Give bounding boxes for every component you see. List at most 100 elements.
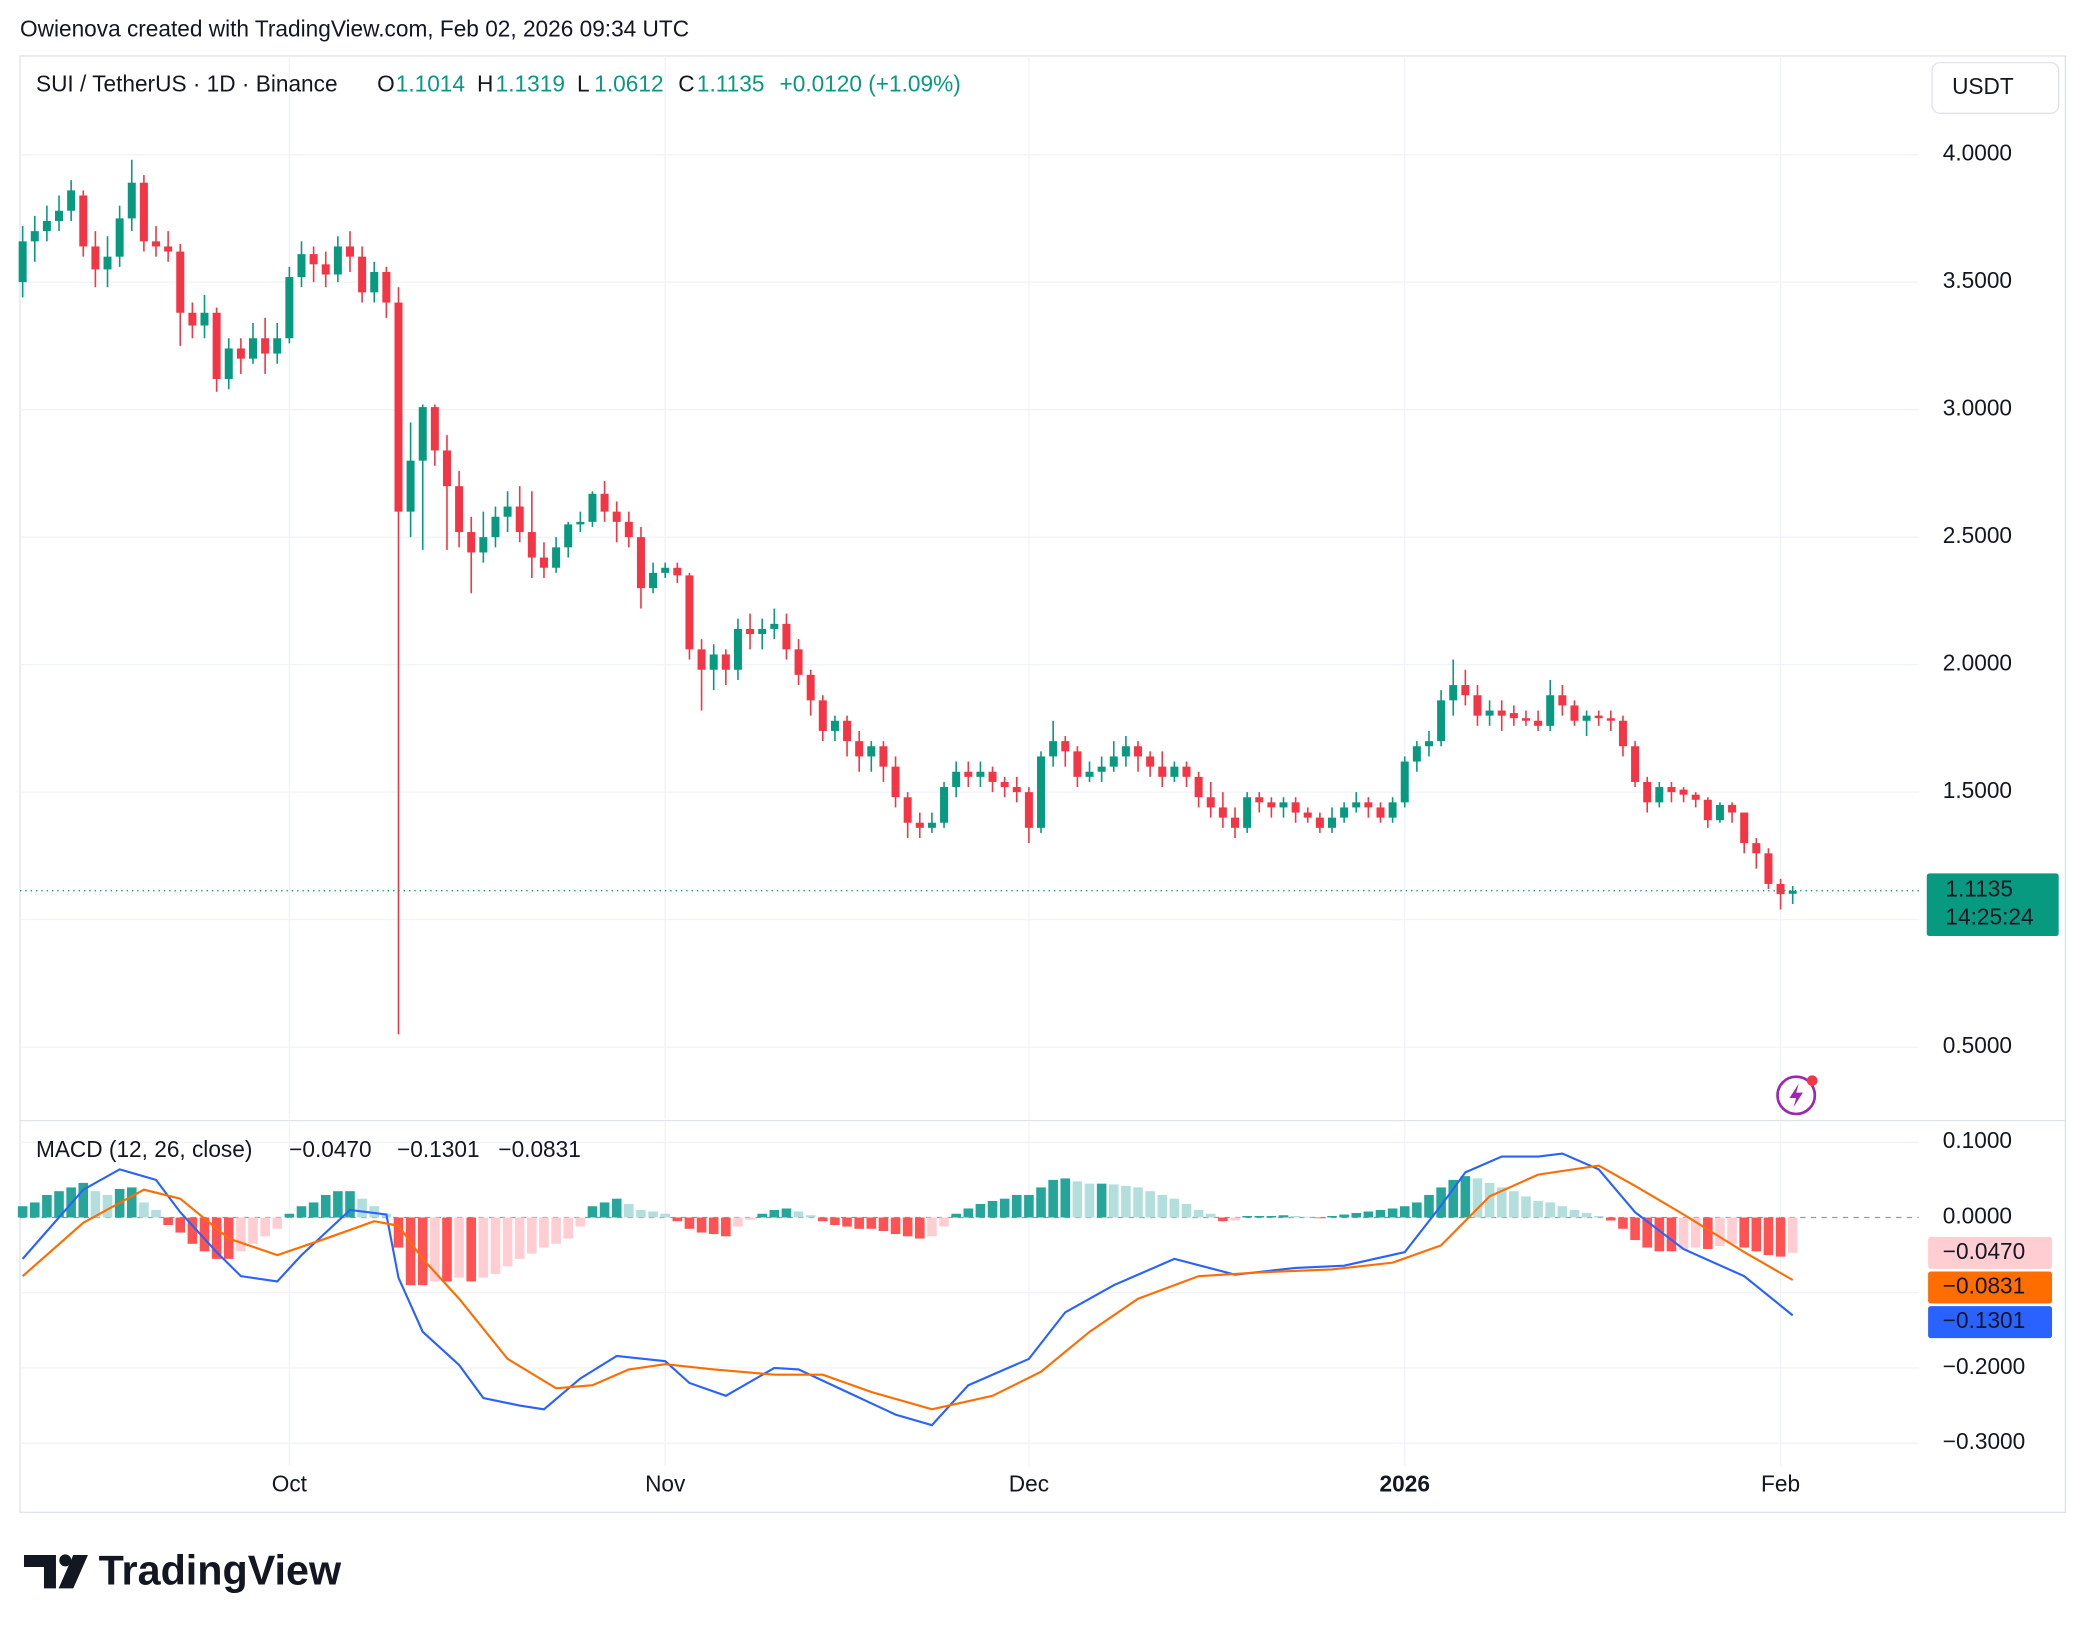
histogram-bar [878, 1217, 889, 1232]
histogram-bar [139, 1202, 149, 1218]
value-badge [1928, 1306, 2053, 1339]
last-price-label: 1.1135 [1945, 876, 2013, 902]
candle-body [940, 787, 949, 823]
histogram-bar [78, 1182, 89, 1218]
x-tick-label: Nov [645, 1471, 686, 1497]
open-label: O [377, 70, 395, 96]
candle-body [1267, 802, 1276, 808]
candle-body [1764, 853, 1773, 884]
histogram-bar [29, 1202, 40, 1218]
candle-body [1061, 741, 1070, 752]
histogram-bar [1509, 1191, 1519, 1218]
x-tick-label: Dec [1009, 1471, 1049, 1497]
histogram-bar [1205, 1213, 1216, 1218]
candle-body [406, 460, 415, 512]
alert-dot[interactable] [1806, 1075, 1818, 1086]
candle-body [1606, 718, 1615, 721]
histogram-bar [1787, 1217, 1798, 1253]
logo-text: TradingView [99, 1548, 342, 1594]
histogram-bar [163, 1217, 173, 1226]
histogram-bar [502, 1217, 513, 1267]
histogram-bar [1472, 1178, 1483, 1218]
candle-body [1218, 807, 1227, 818]
candle-body [1473, 695, 1482, 716]
y-tick-label: 3.0000 [1943, 395, 2012, 421]
candle-body [1643, 781, 1652, 803]
currency-label[interactable]: USDT [1952, 73, 2014, 99]
candle-body [1449, 685, 1458, 701]
candle-body [1085, 771, 1094, 777]
histogram-bar [260, 1217, 270, 1237]
histogram-bar [1545, 1202, 1556, 1218]
candle-body [370, 271, 379, 293]
low-value: 1.0612 [594, 70, 663, 96]
histogram-bar [236, 1217, 246, 1252]
candle-body [758, 628, 767, 635]
candle-body [636, 537, 645, 589]
histogram-bar [708, 1217, 719, 1235]
candle-body [212, 312, 221, 380]
candle-body [1134, 746, 1143, 757]
histogram-bar [781, 1208, 792, 1218]
candle-body [1024, 792, 1033, 828]
candle-body [1509, 713, 1518, 719]
candle-body [321, 264, 330, 275]
histogram-bar [1084, 1183, 1095, 1218]
histogram-bar [660, 1213, 670, 1218]
histogram-bar [1436, 1187, 1446, 1218]
y-tick-label: 0.5000 [1943, 1032, 2012, 1058]
histogram-bar [587, 1206, 598, 1218]
candle-body [1243, 797, 1252, 828]
histogram-bar [1193, 1209, 1204, 1218]
candle-body [855, 741, 864, 757]
histogram-bar [1630, 1217, 1640, 1241]
histogram-bar [1169, 1198, 1180, 1218]
candle-body [1424, 741, 1433, 747]
histogram-bar [1048, 1179, 1058, 1218]
histogram-bar [1339, 1214, 1349, 1218]
histogram-bar [126, 1187, 137, 1218]
macd-line [21, 1152, 1794, 1427]
histogram-bar [1096, 1183, 1107, 1218]
open-value: 1.1014 [396, 70, 465, 96]
candle-body [539, 557, 548, 568]
histogram-bar [939, 1217, 949, 1227]
candle-body [1534, 720, 1543, 726]
histogram-bar [102, 1194, 113, 1218]
histogram-bar [1290, 1215, 1301, 1218]
candle-body [382, 271, 391, 303]
candle-body [1485, 710, 1494, 716]
histogram-bar [320, 1194, 331, 1218]
candle-body [612, 511, 621, 522]
histogram-bar [672, 1217, 683, 1222]
candle-body [30, 231, 39, 242]
candle-body [818, 700, 827, 731]
candle-body [1715, 804, 1724, 821]
candle-body [91, 246, 100, 270]
histogram-bar [17, 1206, 28, 1218]
candle-body [733, 628, 742, 670]
legend-value: −0.0831 [498, 1136, 580, 1162]
candle-body [1788, 890, 1797, 894]
currency-button[interactable] [1931, 61, 2060, 114]
candle-body [988, 771, 997, 782]
histogram-bar [1448, 1179, 1459, 1218]
alert-icon[interactable] [1776, 1075, 1818, 1116]
histogram-bar [1121, 1185, 1131, 1218]
histogram-bar [284, 1213, 295, 1218]
histogram-bar [442, 1217, 452, 1282]
value-badge-label: −0.0470 [1943, 1238, 2025, 1264]
histogram-bar [575, 1217, 586, 1227]
candle-body [1655, 787, 1664, 803]
histogram-bar [1666, 1217, 1677, 1252]
alert-bolt[interactable] [1789, 1083, 1803, 1108]
value-badge-label: −0.1301 [1943, 1307, 2025, 1333]
histogram-bar [563, 1217, 574, 1239]
histogram-bar [1557, 1206, 1568, 1218]
candle-body [1752, 843, 1761, 854]
histogram-bar [1412, 1202, 1422, 1218]
histogram-bar [733, 1217, 743, 1227]
chart-frame [19, 55, 2067, 1514]
